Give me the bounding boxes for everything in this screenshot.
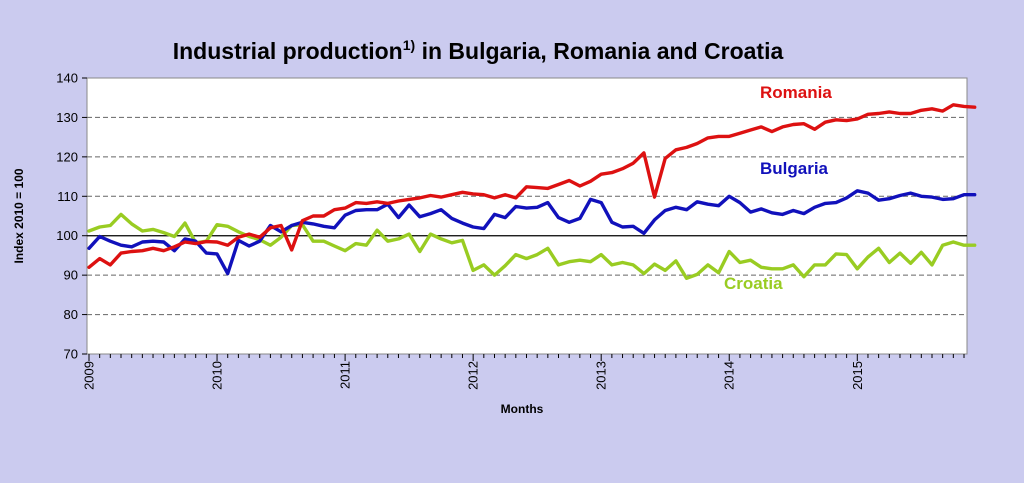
- series-line-romania: [87, 103, 977, 269]
- y-tick-label: 100: [56, 228, 78, 243]
- x-axis-ticks: 2009 2010 2011 2012 2013 2014 2015: [82, 354, 965, 390]
- title-main: Industrial production: [173, 38, 403, 64]
- y-axis-ticks: 70 80 90 100 110 120 130 140: [56, 71, 87, 362]
- x-tick-label: 2009: [82, 361, 97, 390]
- series-line-bulgaria: [87, 189, 977, 276]
- x-tick-label: 2011: [338, 361, 353, 389]
- series-label-croatia: Croatia: [724, 274, 783, 293]
- series-line-croatia: [87, 212, 977, 280]
- y-tick-label: 120: [56, 149, 78, 164]
- series-label-romania: Romania: [760, 83, 832, 102]
- x-tick-label: 2014: [722, 361, 737, 390]
- y-tick-label: 140: [56, 71, 78, 86]
- series-lines: [87, 103, 977, 280]
- y-tick-label: 70: [64, 347, 78, 362]
- title-superscript: 1): [403, 37, 415, 53]
- gridlines: [87, 116, 967, 316]
- x-tick-label: 2012: [466, 361, 481, 390]
- chart-title: Industrial production1) in Bulgaria, Rom…: [173, 37, 784, 64]
- title-rest: in Bulgaria, Romania and Croatia: [415, 38, 783, 64]
- y-tick-label: 90: [64, 268, 78, 283]
- x-tick-label: 2015: [850, 361, 865, 390]
- y-tick-label: 80: [64, 307, 78, 322]
- x-tick-label: 2010: [210, 361, 225, 390]
- x-axis-label: Months: [501, 402, 544, 416]
- x-tick-label: 2013: [594, 361, 609, 390]
- y-tick-label: 130: [56, 110, 78, 125]
- y-tick-label: 110: [57, 189, 78, 204]
- y-axis-label: Index 2010 = 100: [12, 168, 26, 263]
- series-label-bulgaria: Bulgaria: [760, 159, 829, 178]
